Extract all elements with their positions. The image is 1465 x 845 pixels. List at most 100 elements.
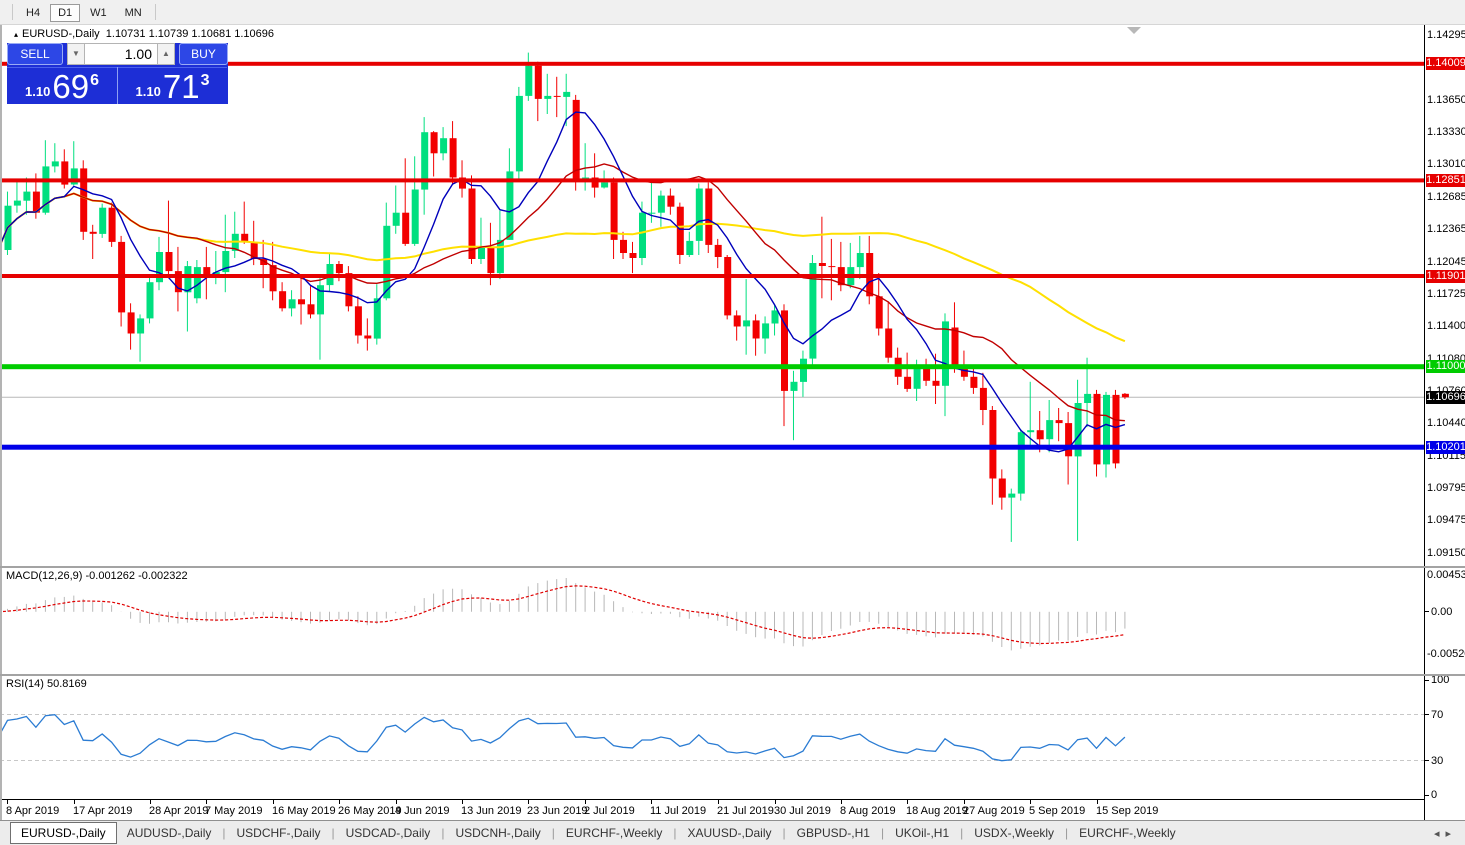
ohlc-close: 1.10696 [234,28,275,40]
chart-tab-eurchf-weekly[interactable]: EURCHF-,Weekly [565,826,663,840]
price-chart-surface[interactable] [0,25,1424,566]
tab-separator: | [441,826,445,840]
price-axis-tick: 70 [1425,709,1465,721]
toolbar-separator [12,4,13,20]
chart-symbol-label: EURUSD-,Daily [22,28,100,40]
price-axis-tick: 1.10440 [1427,417,1465,430]
macd-main-value: -0.001262 [85,570,136,582]
bid-price-display[interactable]: 1.10 69 6 [7,67,117,104]
price-axis-tick: 30 [1425,755,1465,767]
time-axis-label: 28 Apr 2019 [149,805,209,817]
price-axis-tick: 1.09795 [1427,482,1465,495]
price-axis-tick: 1.13330 [1427,126,1465,139]
timeframe-button-mn[interactable]: MN [124,7,142,19]
bid-price-big: 69 [52,68,90,105]
time-axis-tick [528,800,529,804]
tab-nav-left-icon[interactable]: ◂ [1433,828,1446,840]
timeframe-button-h4[interactable]: H4 [26,7,41,19]
tab-separator: | [222,826,226,840]
time-axis-tick [1097,800,1098,804]
price-axis-tick: 1.12365 [1427,223,1465,236]
ohlc-high: 1.10739 [148,28,189,40]
time-axis-tick [462,800,463,804]
chart-tab-bar: EURUSD-,Daily AUDUSD-,Daily | USDCHF-,Daily… [0,820,1465,845]
price-axis-tick: 0 [1425,789,1465,801]
timeframe-button-d1[interactable]: D1 [50,4,81,22]
ohlc-open: 1.10731 [105,28,146,40]
price-axis-tick: 1.12685 [1427,191,1465,204]
chart-tab-usdx-weekly[interactable]: USDX-,Weekly [974,826,1055,840]
time-axis-label: 27 Aug 2019 [963,805,1025,817]
time-axis-tick [841,800,842,804]
timeframe-button-w1[interactable]: W1 [90,7,107,19]
time-axis-tick [775,800,776,804]
price-axis-tick: 0.004536 [1427,569,1465,581]
chart-tab-eurusd-daily[interactable]: EURUSD-,Daily [10,822,117,844]
bid-price-prefix: 1.10 [25,84,51,99]
collapse-triangle-icon[interactable]: ▴ [14,30,19,39]
timeframe-toolbar: H4 D1 W1 MN [0,0,1465,25]
volume-input[interactable] [85,43,157,65]
time-axis-label: 8 Aug 2019 [840,805,896,817]
chart-tab-usdchf-daily[interactable]: USDCHF-,Daily [236,826,321,840]
time-axis-tick [273,800,274,804]
price-level-label: 1.11901 [1426,269,1465,283]
chart-tab-audusd-daily[interactable]: AUDUSD-,Daily [126,826,212,840]
time-axis-label: 8 Apr 2019 [6,805,60,817]
time-axis-tick [396,800,397,804]
chart-tab-gbpusd-h1[interactable]: GBPUSD-,H1 [796,826,870,840]
time-axis-label: 11 Jul 2019 [650,805,707,817]
price-axis-tick: 1.13010 [1427,158,1465,171]
time-axis-label: 18 Aug 2019 [906,805,968,817]
tab-nav-right-icon[interactable]: ▸ [1445,828,1457,840]
time-axis-label: 4 Jun 2019 [395,805,450,817]
macd-label: MACD(12,26,9) -0.001262 -0.002322 [6,570,188,582]
price-axis-tick: 1.11725 [1425,287,1465,300]
tab-separator: | [960,826,964,840]
sell-button[interactable]: SELL [7,43,63,65]
macd-signal-value: -0.002322 [138,570,188,582]
chart-shift-marker-icon[interactable] [1127,27,1141,34]
chart-tab-usdcad-daily[interactable]: USDCAD-,Daily [345,826,431,840]
panel-splitter[interactable] [0,674,1465,676]
tab-separator: | [551,826,555,840]
time-axis-label: 15 Sep 2019 [1096,805,1159,817]
time-axis-label: 13 Jun 2019 [461,805,522,817]
price-axis-tick: -0.005205 [1427,648,1465,660]
macd-chart-surface[interactable] [0,568,1424,674]
buy-button[interactable]: BUY [179,43,228,65]
one-click-trading-panel: SELL ▼ ▲ BUY 1.10 69 6 1.10 71 3 [7,43,228,104]
time-axis-label: 7 May 2019 [205,805,263,817]
price-level-label: 1.11000 [1426,360,1465,374]
time-axis-label: 5 Sep 2019 [1029,805,1086,817]
tab-separator: | [673,826,677,840]
ask-price-big: 71 [162,68,200,105]
price-level-label: 1.12851 [1426,173,1465,187]
time-axis-tick [74,800,75,804]
ohlc-low: 1.10681 [191,28,232,40]
ask-price-display[interactable]: 1.10 71 3 [118,67,227,104]
chart-tab-xauusd-daily[interactable]: XAUUSD-,Daily [687,826,772,840]
price-axis-tick: 1.14295 [1427,29,1465,41]
volume-increase-button[interactable]: ▲ [157,43,175,65]
rsi-label: RSI(14) 50.8169 [6,678,87,690]
price-axis-tick: 1.09475 [1427,514,1465,527]
price-axis[interactable]: 1.142951.139751.136501.133301.130101.126… [1424,25,1465,820]
tab-separator: | [880,826,885,840]
chart-window: ▴ EURUSD-,Daily 1.10731 1.10739 1.10681 1… [0,25,1465,820]
time-axis[interactable]: 8 Apr 2019 17 Apr 2019 28 Apr 2019 7 May 20… [0,799,1424,820]
current-price-label: 1.10696 [1426,390,1465,404]
price-axis-tick: 100 [1425,674,1465,686]
time-axis-label: 26 May 2019 [338,805,402,817]
chart-tab-ukoil-h1[interactable]: UKOil-,H1 [895,826,950,840]
time-axis-tick [339,800,340,804]
rsi-chart-surface[interactable] [0,676,1424,799]
time-axis-tick [150,800,151,804]
panel-splitter[interactable] [0,566,1465,568]
chart-tab-usdcnh-daily[interactable]: USDCNH-,Daily [455,826,541,840]
time-axis-tick [651,800,652,804]
chart-tab-eurchf-weekly[interactable]: EURCHF-,Weekly [1079,826,1176,840]
price-axis-tick: 1.11400 [1425,320,1465,333]
volume-decrease-button[interactable]: ▼ [67,43,85,65]
